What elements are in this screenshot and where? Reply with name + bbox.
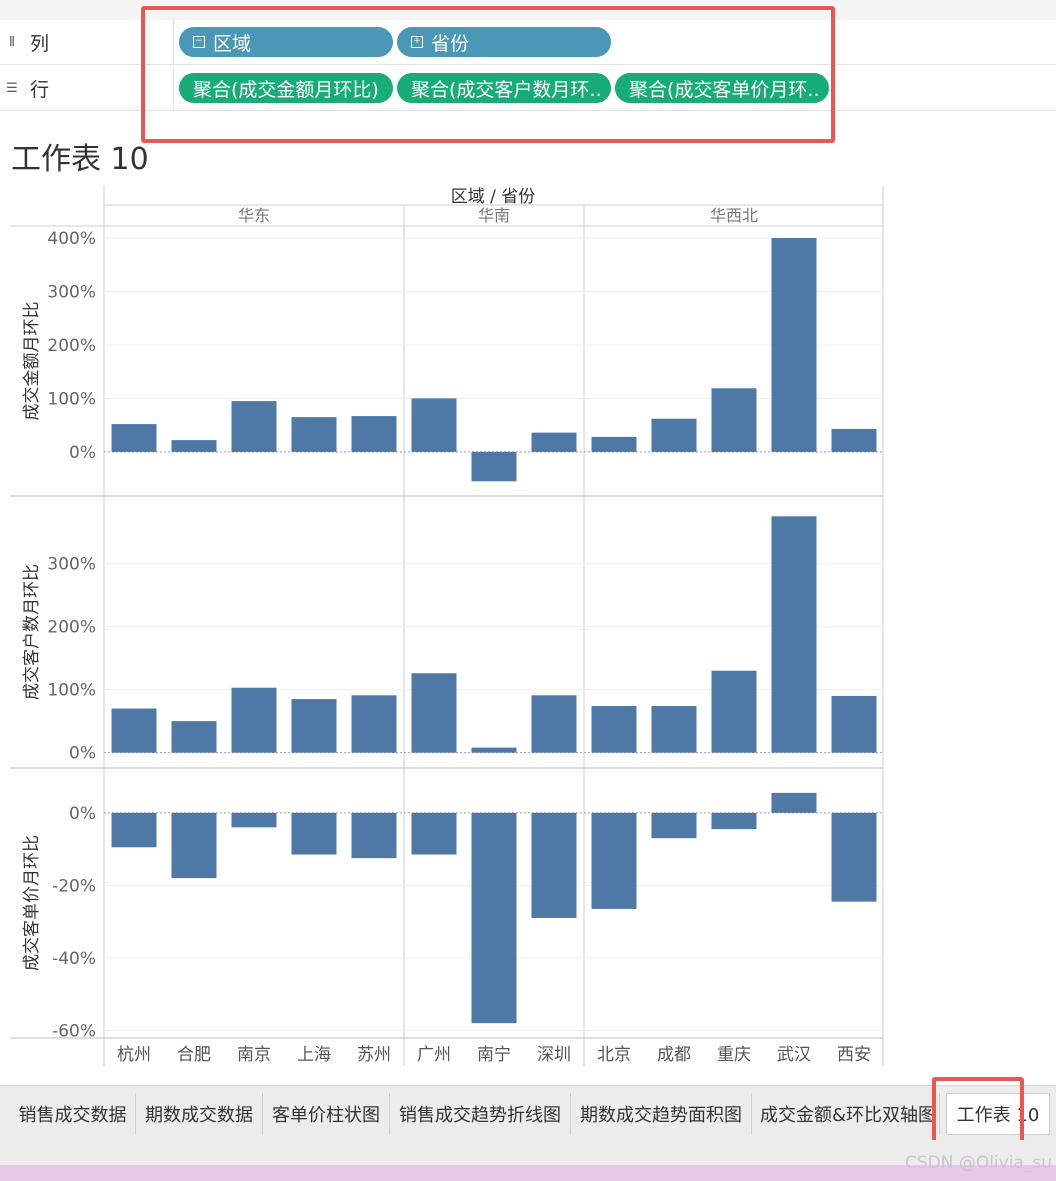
bar[interactable] bbox=[351, 812, 397, 859]
pill-sales-mom[interactable]: 聚合(成交金额月环比) bbox=[179, 73, 393, 103]
chart-header: 区域 / 省份 bbox=[451, 187, 536, 207]
y-tick-label: 300% bbox=[47, 282, 96, 302]
y-tick-label: 0% bbox=[69, 744, 96, 764]
tab-sales-dual-axis[interactable]: 成交金额&环比双轴图 bbox=[752, 1093, 940, 1135]
bar[interactable] bbox=[471, 812, 517, 1024]
bar[interactable] bbox=[531, 432, 577, 452]
region-label: 华西北 bbox=[710, 206, 758, 225]
pill-region[interactable]: − 区域 bbox=[179, 27, 393, 57]
bar[interactable] bbox=[231, 401, 277, 452]
bar[interactable] bbox=[771, 516, 817, 753]
x-tick-label: 深圳 bbox=[537, 1045, 571, 1065]
x-tick-label: 南宁 bbox=[477, 1045, 511, 1065]
bar[interactable] bbox=[171, 812, 217, 879]
tab-period-trend-area[interactable]: 期数成交趋势面积图 bbox=[571, 1093, 752, 1135]
bar[interactable] bbox=[711, 388, 757, 452]
bar[interactable] bbox=[171, 440, 217, 452]
bar[interactable] bbox=[831, 428, 877, 452]
y-tick-label: -40% bbox=[52, 949, 96, 969]
bar[interactable] bbox=[231, 687, 277, 753]
bar[interactable] bbox=[111, 708, 157, 753]
y-tick-label: -20% bbox=[52, 876, 96, 896]
bar[interactable] bbox=[231, 812, 277, 828]
bar[interactable] bbox=[591, 812, 637, 909]
x-tick-label: 南京 bbox=[237, 1045, 271, 1065]
bar[interactable] bbox=[291, 812, 337, 855]
x-tick-label: 成都 bbox=[657, 1045, 691, 1065]
y-tick-label: 200% bbox=[47, 618, 96, 638]
bar[interactable] bbox=[471, 451, 517, 482]
y-axis-label: 成交客单价月环比 bbox=[22, 835, 42, 971]
x-tick-label: 重庆 bbox=[717, 1045, 751, 1065]
pill-province[interactable]: + 省份 bbox=[397, 27, 611, 57]
collapse-icon[interactable]: − bbox=[193, 36, 205, 48]
x-tick-label: 杭州 bbox=[117, 1045, 151, 1065]
bar[interactable] bbox=[411, 673, 457, 753]
tab-sales-trend-line[interactable]: 销售成交趋势折线图 bbox=[390, 1093, 571, 1135]
bar[interactable] bbox=[291, 417, 337, 452]
expand-icon[interactable]: + bbox=[411, 36, 423, 48]
y-tick-label: 100% bbox=[47, 389, 96, 409]
tab-sales-data[interactable]: 销售成交数据 bbox=[10, 1093, 136, 1135]
columns-shelf[interactable]: ⦀ 列 − 区域 + 省份 bbox=[0, 20, 1056, 65]
columns-shelf-label: ⦀ 列 bbox=[0, 20, 174, 64]
y-tick-label: 0% bbox=[69, 443, 96, 463]
bar[interactable] bbox=[831, 695, 877, 753]
bar[interactable] bbox=[351, 416, 397, 452]
taskbar-strip bbox=[0, 1165, 1056, 1181]
region-label: 华南 bbox=[478, 206, 510, 225]
columns-icon: ⦀ bbox=[9, 34, 15, 50]
bar[interactable] bbox=[711, 670, 757, 753]
bar[interactable] bbox=[171, 721, 217, 753]
bar[interactable] bbox=[651, 418, 697, 452]
bar[interactable] bbox=[771, 792, 817, 813]
pill-unit-price-mom[interactable]: 聚合(成交客单价月环.. bbox=[615, 73, 829, 103]
tab-period-data[interactable]: 期数成交数据 bbox=[136, 1093, 263, 1135]
y-axis-label: 成交金额月环比 bbox=[22, 302, 42, 421]
bar[interactable] bbox=[351, 695, 397, 753]
y-axis-label: 成交客户数月环比 bbox=[22, 564, 42, 700]
bar[interactable] bbox=[831, 812, 877, 902]
bar[interactable] bbox=[531, 812, 577, 918]
bar[interactable] bbox=[111, 812, 157, 848]
sheet-tab-bar: 销售成交数据 期数成交数据 客单价柱状图 销售成交趋势折线图 期数成交趋势面积图… bbox=[0, 1085, 1056, 1140]
y-tick-label: -60% bbox=[52, 1021, 96, 1041]
bar[interactable] bbox=[591, 706, 637, 753]
bar[interactable] bbox=[471, 747, 517, 753]
watermark: CSDN @Olivia_su bbox=[904, 1153, 1052, 1173]
y-tick-label: 100% bbox=[47, 681, 96, 701]
bar[interactable] bbox=[411, 398, 457, 452]
y-tick-label: 400% bbox=[47, 229, 96, 249]
x-tick-label: 北京 bbox=[597, 1045, 631, 1065]
x-tick-label: 武汉 bbox=[777, 1045, 811, 1065]
x-tick-label: 西安 bbox=[837, 1045, 871, 1065]
rows-shelf-label: ☰ 行 bbox=[0, 66, 174, 110]
x-tick-label: 广州 bbox=[417, 1045, 451, 1065]
bar[interactable] bbox=[771, 238, 817, 452]
tab-worksheet-10[interactable]: 工作表 10 bbox=[946, 1093, 1050, 1135]
x-tick-label: 上海 bbox=[297, 1045, 331, 1065]
bar[interactable] bbox=[531, 695, 577, 753]
rows-shelf[interactable]: ☰ 行 聚合(成交金额月环比) 聚合(成交客户数月环.. 聚合(成交客单价月环.… bbox=[0, 66, 1056, 111]
bar[interactable] bbox=[291, 699, 337, 753]
bar[interactable] bbox=[591, 436, 637, 452]
y-tick-label: 200% bbox=[47, 336, 96, 356]
x-tick-label: 合肥 bbox=[177, 1045, 211, 1065]
bar[interactable] bbox=[411, 812, 457, 855]
tab-unit-price-bar[interactable]: 客单价柱状图 bbox=[263, 1093, 390, 1135]
y-tick-label: 300% bbox=[47, 555, 96, 575]
bar[interactable] bbox=[111, 424, 157, 452]
bar[interactable] bbox=[651, 706, 697, 753]
bar[interactable] bbox=[711, 812, 757, 830]
sheet-title: 工作表 10 bbox=[11, 142, 149, 177]
bar[interactable] bbox=[651, 812, 697, 839]
y-tick-label: 0% bbox=[69, 804, 96, 824]
rows-icon: ☰ bbox=[6, 80, 18, 96]
highlight-box-shelves bbox=[141, 6, 835, 143]
x-tick-label: 苏州 bbox=[357, 1045, 391, 1065]
region-label: 华东 bbox=[238, 206, 270, 225]
highlight-box-tab bbox=[932, 1077, 1024, 1145]
pill-customers-mom[interactable]: 聚合(成交客户数月环.. bbox=[397, 73, 611, 103]
